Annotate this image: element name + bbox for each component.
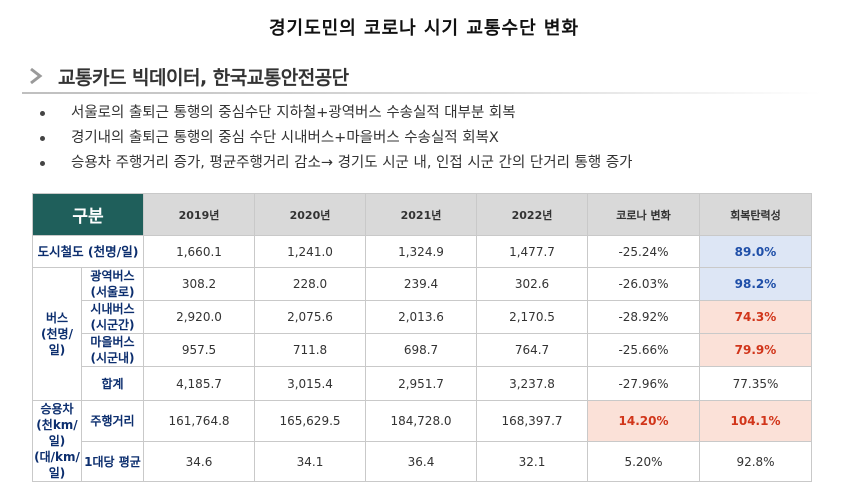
- bullet-dot-icon: [40, 161, 45, 166]
- resilience-cell: 89.0%: [699, 235, 812, 268]
- table-row-bus-total: 합계 4,185.7 3,015.4 2,951.7 3,237.8 -27.9…: [33, 366, 812, 401]
- row-label-bus: 마을버스 (시군내): [81, 333, 144, 367]
- table-row-bus: 버스 (천명/일) 광역버스 (서울로) 308.2 228.0 239.4 3…: [32, 267, 812, 401]
- section-divider: [22, 92, 822, 94]
- row-label-total: 합계: [81, 366, 144, 401]
- table-cell: 2,920.0: [143, 300, 255, 334]
- change-cell: 5.20%: [587, 441, 700, 482]
- resilience-cell: 92.8%: [699, 441, 812, 482]
- table-cell: 302.6: [476, 267, 588, 301]
- table-cell: 36.4: [365, 441, 477, 482]
- section-heading-text: 교통카드 빅데이터, 한국교통안전공단: [58, 66, 349, 89]
- change-cell: 14.20%: [587, 399, 700, 443]
- table-cell: 764.7: [476, 333, 588, 367]
- table-cell: 32.1: [476, 441, 588, 482]
- header-change: 코로나 변화: [587, 193, 700, 236]
- row-label-bus: 시내버스 (시군간): [81, 300, 144, 334]
- table-cell: 957.5: [143, 333, 255, 367]
- group-label-bus: 버스 (천명/일): [32, 267, 82, 401]
- table-cell: 1,324.9: [365, 235, 477, 268]
- change-cell: -25.24%: [587, 235, 700, 268]
- bullet-item: 경기내의 출퇴근 통행의 중심 수단 시내버스+마을버스 수송실적 회복X: [40, 126, 633, 151]
- header-year: 2019년: [143, 193, 255, 236]
- resilience-cell: 77.35%: [699, 366, 812, 401]
- table-cell: 4,185.7: [143, 366, 255, 401]
- table-header-row: 구분 2019년 2020년 2021년 2022년 코로나 변화 회복탄력성: [32, 193, 812, 236]
- table-cell: 1,477.7: [476, 235, 588, 268]
- bullet-item: 승용차 주행거리 증가, 평균주행거리 감소→ 경기도 시군 내, 인접 시군 …: [40, 151, 633, 176]
- table-row-car: 승용차 (천km/일) (대/km/일) 주행거리 161,764.8 165,…: [32, 399, 812, 482]
- page-title: 경기도민의 코로나 시기 교통수단 변화: [268, 18, 580, 39]
- bullet-dot-icon: [40, 136, 45, 141]
- header-year: 2020년: [254, 193, 366, 236]
- table-row-bus: 시내버스 (시군간) 2,920.0 2,075.6 2,013.6 2,170…: [33, 300, 812, 334]
- table-cell: 698.7: [365, 333, 477, 367]
- group-label-car: 승용차 (천km/일) (대/km/일): [32, 400, 82, 482]
- row-label-average: 1대당 평균: [81, 441, 144, 482]
- table-cell: 34.1: [254, 441, 366, 482]
- resilience-cell: 104.1%: [699, 399, 812, 443]
- table-cell: 3,237.8: [476, 366, 588, 401]
- table-cell: 34.6: [143, 441, 255, 482]
- table-cell: 168,397.7: [476, 399, 588, 443]
- table-cell: 239.4: [365, 267, 477, 301]
- transport-table: 구분 2019년 2020년 2021년 2022년 코로나 변화 회복탄력성 …: [32, 193, 812, 482]
- resilience-cell: 74.3%: [699, 300, 812, 334]
- section-heading: 교통카드 빅데이터, 한국교통안전공단: [28, 62, 349, 90]
- table-cell: 1,660.1: [143, 235, 255, 268]
- table-cell: 308.2: [143, 267, 255, 301]
- table-cell: 2,170.5: [476, 300, 588, 334]
- chevron-right-icon: [30, 67, 43, 85]
- bullet-dot-icon: [40, 111, 45, 116]
- resilience-cell: 98.2%: [699, 267, 812, 301]
- change-cell: -28.92%: [587, 300, 700, 334]
- header-year: 2022년: [476, 193, 588, 236]
- table-cell: 3,015.4: [254, 366, 366, 401]
- resilience-cell: 79.9%: [699, 333, 812, 367]
- row-label-distance: 주행거리: [81, 399, 144, 443]
- header-year: 2021년: [365, 193, 477, 236]
- table-row-subway: 도시철도 (천명/일) 1,660.1 1,241.0 1,324.9 1,47…: [32, 235, 812, 268]
- bullet-list: 서울로의 출퇴근 통행의 중심수단 지하철+광역버스 수송실적 대부분 회복 경…: [40, 101, 633, 176]
- row-label-bus: 광역버스 (서울로): [81, 267, 144, 301]
- table-cell: 711.8: [254, 333, 366, 367]
- header-resilience: 회복탄력성: [699, 193, 812, 236]
- table-cell: 2,075.6: [254, 300, 366, 334]
- change-cell: -25.66%: [587, 333, 700, 367]
- table-cell: 161,764.8: [143, 399, 255, 443]
- table-cell: 2,951.7: [365, 366, 477, 401]
- bullet-item: 서울로의 출퇴근 통행의 중심수단 지하철+광역버스 수송실적 대부분 회복: [40, 101, 633, 126]
- header-category: 구분: [32, 193, 144, 236]
- table-cell: 165,629.5: [254, 399, 366, 443]
- table-row-car: 1대당 평균 34.6 34.1 36.4 32.1 5.20% 92.8%: [33, 441, 812, 482]
- table-cell: 1,241.0: [254, 235, 366, 268]
- table-row-bus: 마을버스 (시군내) 957.5 711.8 698.7 764.7 -25.6…: [33, 333, 812, 367]
- table-cell: 184,728.0: [365, 399, 477, 443]
- change-cell: -26.03%: [587, 267, 700, 301]
- table-cell: 228.0: [254, 267, 366, 301]
- table-cell: 2,013.6: [365, 300, 477, 334]
- row-label-subway: 도시철도 (천명/일): [32, 235, 144, 268]
- change-cell: -27.96%: [587, 366, 700, 401]
